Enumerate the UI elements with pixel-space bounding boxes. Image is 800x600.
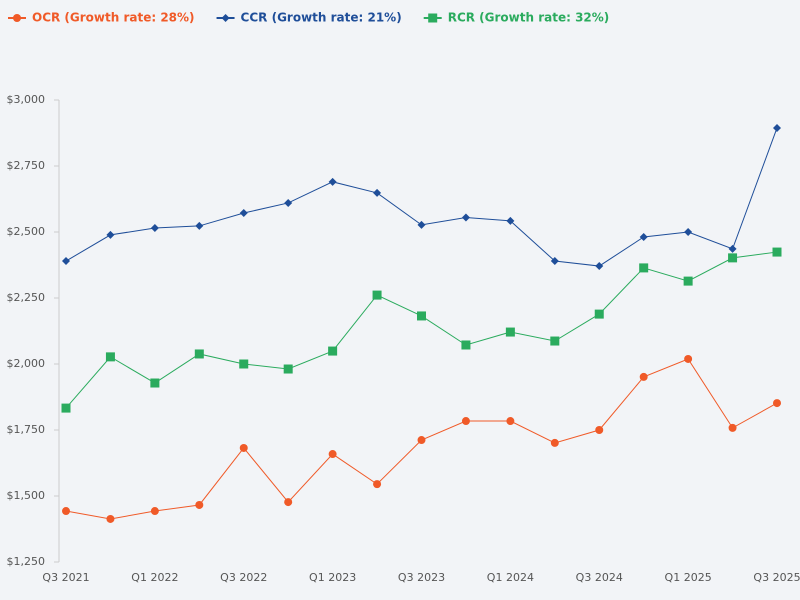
marker [506,417,515,426]
marker [195,221,204,230]
x-tick-label: Q1 2025 [665,571,712,584]
marker [283,364,293,374]
marker [328,177,337,186]
marker [284,498,293,507]
x-tick-label: Q3 2024 [576,571,623,584]
marker [550,257,559,266]
marker [239,359,249,369]
marker [773,399,781,408]
series-line [65,127,778,267]
marker [639,233,648,242]
x-tick-label: Q3 2023 [398,571,445,584]
marker [62,257,70,266]
y-tick-label: $2,250 [7,291,46,304]
marker [417,311,426,321]
marker [772,247,782,257]
marker [594,309,604,319]
y-tick-label: $3,000 [7,93,46,106]
marker [150,378,160,388]
x-tick-label: Q1 2024 [487,571,534,584]
series-line [65,251,778,409]
marker [506,216,515,225]
marker [773,123,781,132]
x-tick-label: Q3 2025 [753,571,800,584]
marker [550,438,559,447]
x-tick-label: Q1 2023 [309,571,356,584]
marker [106,230,115,239]
y-tick-label: $2,000 [7,357,46,370]
marker [221,14,230,22]
marker [461,340,471,350]
marker [239,443,248,452]
marker [328,346,338,356]
marker [239,208,248,217]
legend-label[interactable]: CCR (Growth rate: 21%) [241,11,402,25]
marker [595,262,604,271]
marker [639,372,648,381]
x-tick-label: Q1 2022 [131,571,178,584]
y-tick-label: $1,500 [7,489,46,502]
marker [194,349,204,359]
marker [505,327,515,337]
marker [639,263,649,273]
marker [328,450,337,459]
y-tick-label: $1,750 [7,423,46,436]
marker [417,220,426,229]
marker [105,352,115,362]
marker [728,244,737,253]
marker [61,403,71,413]
marker [684,228,693,236]
marker [284,198,293,207]
marker [550,336,560,346]
marker [428,13,438,23]
marker [372,290,382,300]
marker [417,436,426,445]
marker [461,213,470,222]
marker [62,507,70,516]
y-tick-label: $2,750 [7,159,46,172]
marker [150,224,159,233]
marker [106,514,115,523]
x-tick-label: Q3 2021 [42,571,89,584]
legend-label[interactable]: OCR (Growth rate: 28%) [32,11,195,25]
marker [150,507,159,516]
marker [595,426,604,434]
legend-label[interactable]: RCR (Growth rate: 32%) [448,11,610,25]
marker [461,417,470,426]
marker [13,14,21,22]
marker [728,253,738,263]
x-tick-label: Q3 2022 [220,571,267,584]
marker [683,276,693,286]
marker [373,188,382,197]
y-tick-label: $2,500 [7,225,46,238]
marker [684,354,693,363]
marker [195,500,204,509]
y-tick-label: $1,250 [7,555,46,568]
marker [728,423,737,432]
marker [373,480,382,489]
